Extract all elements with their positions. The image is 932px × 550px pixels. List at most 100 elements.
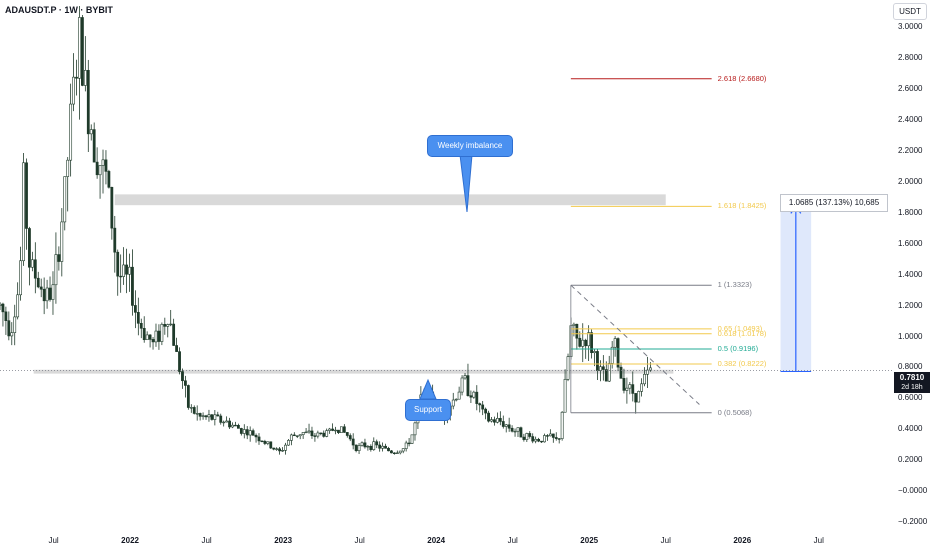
candle [310, 426, 314, 439]
candle [460, 375, 464, 396]
y-tick-label: 1.2000 [898, 300, 923, 310]
candle [272, 447, 276, 451]
candle [540, 440, 543, 444]
candles [0, 6, 652, 455]
candle [495, 412, 499, 424]
candle [301, 432, 305, 439]
candle [36, 271, 40, 289]
candle [292, 432, 296, 437]
candle [504, 424, 508, 433]
candle [410, 434, 414, 445]
candle [522, 433, 526, 442]
candle [269, 441, 273, 449]
candle [304, 427, 308, 434]
candle [119, 254, 123, 293]
y-tick-label: 2.0000 [898, 177, 923, 186]
candle [637, 390, 641, 403]
candle [537, 437, 540, 443]
candle [4, 306, 8, 335]
candle [263, 439, 267, 446]
candle [92, 122, 96, 163]
y-tick-label: −0.2000 [898, 517, 928, 526]
y-tick-label: 2.2000 [898, 146, 923, 156]
x-tick-label: 2026 [733, 536, 752, 545]
candle [54, 232, 58, 304]
candle [398, 450, 402, 455]
candle [219, 413, 223, 425]
currency-button[interactable]: USDT [893, 3, 927, 20]
candle [45, 279, 49, 309]
candle [560, 411, 564, 441]
candle [392, 452, 396, 455]
symbol-title[interactable]: ADAUSDT.P · 1W · BYBIT [5, 5, 113, 15]
support-callout[interactable]: Support [405, 399, 451, 421]
candle [228, 417, 231, 429]
candle [101, 149, 105, 194]
x-tick-label: 2022 [121, 536, 139, 545]
candle [404, 440, 408, 452]
fib-level-label: 2.618 (2.6680) [717, 73, 767, 83]
support-pointer [419, 378, 437, 400]
candle [198, 412, 202, 421]
candle [378, 441, 382, 452]
candle [248, 426, 252, 442]
y-tick-label: 0.4000 [898, 424, 923, 434]
candle [66, 157, 70, 212]
candle [16, 282, 20, 320]
candle [475, 385, 479, 411]
candle [366, 445, 370, 451]
candle [192, 405, 196, 415]
candle [581, 323, 585, 363]
candle [142, 316, 146, 343]
candle [407, 437, 411, 447]
x-tick-label: 2024 [427, 536, 446, 545]
candle [554, 432, 558, 441]
measure-tool [780, 205, 812, 372]
candle [590, 329, 593, 359]
last-price-value: 0.7810 [899, 373, 925, 382]
candle [557, 438, 561, 444]
candle [525, 432, 529, 442]
candle [22, 152, 25, 266]
weekly-imbalance-callout[interactable]: Weekly imbalance [427, 135, 513, 157]
fib-level-label: 1 (1.3323) [717, 280, 752, 290]
candle [348, 433, 352, 442]
y-tick-label: 0.2000 [898, 455, 923, 465]
candle [604, 361, 608, 382]
candle [401, 448, 405, 454]
candle [484, 407, 488, 420]
candle [546, 434, 549, 441]
candle [145, 331, 149, 341]
candle [331, 423, 334, 432]
candle [337, 429, 340, 434]
candle [160, 322, 164, 346]
candle [19, 246, 23, 301]
candle [75, 59, 78, 96]
candle [13, 304, 17, 346]
x-tick-label: 2025 [580, 536, 599, 545]
candle [316, 430, 320, 439]
candle [181, 368, 184, 389]
candle [319, 432, 323, 436]
candle [78, 6, 81, 120]
candle [613, 336, 617, 357]
candle [213, 409, 217, 426]
candle [25, 158, 28, 250]
last-price-tag: 0.7810 2d 18h [894, 372, 930, 393]
candle [534, 436, 538, 444]
candle [51, 271, 55, 315]
candle [189, 404, 193, 413]
candle [381, 442, 385, 452]
candle [30, 251, 34, 272]
candle [236, 423, 240, 429]
y-tick-label: 0.8000 [898, 362, 923, 372]
candle [251, 428, 255, 436]
y-tick-label: 2.4000 [898, 115, 923, 125]
support-zone [33, 369, 674, 374]
candle [175, 337, 178, 352]
candle [0, 301, 2, 311]
candle [216, 411, 220, 417]
candle [466, 363, 470, 397]
candle [601, 355, 605, 381]
